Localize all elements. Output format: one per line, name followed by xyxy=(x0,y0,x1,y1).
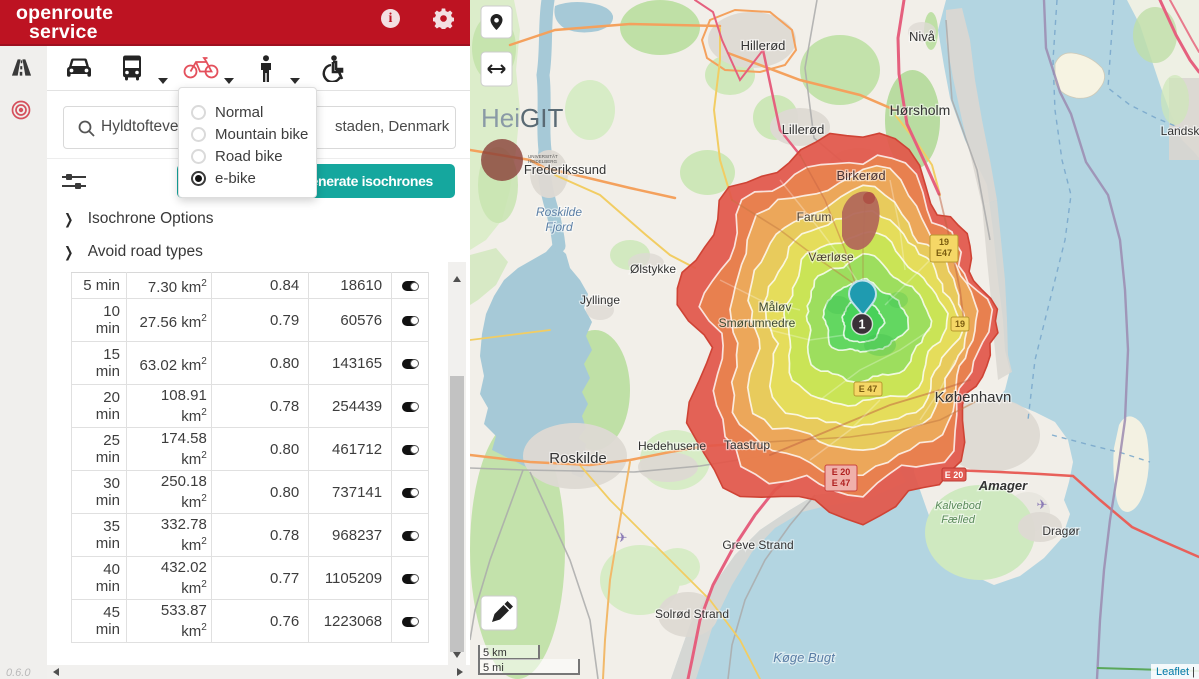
svg-text:Nivå: Nivå xyxy=(909,29,936,44)
svg-text:Solrød Strand: Solrød Strand xyxy=(655,607,729,621)
svg-text:Landskr: Landskr xyxy=(1161,124,1199,138)
svg-text:5 mi: 5 mi xyxy=(483,662,504,674)
svg-text:Frederikssund: Frederikssund xyxy=(524,162,606,177)
svg-text:Hillerød: Hillerød xyxy=(741,38,786,53)
svg-text:Fælled: Fælled xyxy=(941,514,976,526)
svg-text:Værløse: Værløse xyxy=(808,250,854,264)
svg-text:Lillerød: Lillerød xyxy=(782,122,825,137)
svg-text:Ølstykke: Ølstykke xyxy=(630,262,676,276)
svg-text:Farum: Farum xyxy=(797,210,832,224)
svg-text:Birkerød: Birkerød xyxy=(836,168,885,183)
svg-text:HeiGIT: HeiGIT xyxy=(481,103,563,133)
svg-text:HEIDELBERG: HEIDELBERG xyxy=(528,159,558,164)
svg-text:✈: ✈ xyxy=(1037,497,1048,512)
svg-text:1: 1 xyxy=(859,318,866,332)
svg-text:Roskilde: Roskilde xyxy=(549,450,607,467)
svg-text:Dragør: Dragør xyxy=(1042,524,1079,538)
svg-text:Køge Bugt: Køge Bugt xyxy=(773,650,836,665)
svg-text:UNIVERSITÄT: UNIVERSITÄT xyxy=(528,153,558,159)
svg-text:Jyllinge: Jyllinge xyxy=(580,293,620,307)
svg-text:Fjord: Fjord xyxy=(545,220,573,234)
svg-text:Taastrup: Taastrup xyxy=(724,438,770,452)
svg-text:Smørumnedre: Smørumnedre xyxy=(719,316,796,330)
svg-text:E 20: E 20 xyxy=(945,470,964,480)
svg-text:Måløv: Måløv xyxy=(759,300,792,314)
svg-text:19: 19 xyxy=(939,237,949,247)
svg-text:Kalvebod: Kalvebod xyxy=(935,500,982,512)
svg-text:København: København xyxy=(935,389,1012,406)
svg-text:5 km: 5 km xyxy=(483,647,507,659)
svg-text:E 47: E 47 xyxy=(859,384,878,394)
svg-text:Amager: Amager xyxy=(978,478,1028,493)
svg-text:Hørsholm: Hørsholm xyxy=(890,102,951,118)
svg-text:E 20: E 20 xyxy=(832,467,851,477)
svg-text:Leaflet |: Leaflet | xyxy=(1156,666,1195,678)
svg-text:Greve Strand: Greve Strand xyxy=(722,538,793,552)
svg-text:Roskilde: Roskilde xyxy=(536,205,582,219)
svg-text:Hedehusene: Hedehusene xyxy=(638,439,706,453)
svg-text:E 47: E 47 xyxy=(832,478,851,488)
svg-text:E47: E47 xyxy=(936,248,952,258)
svg-text:19: 19 xyxy=(955,319,965,329)
svg-text:✈: ✈ xyxy=(617,530,628,545)
